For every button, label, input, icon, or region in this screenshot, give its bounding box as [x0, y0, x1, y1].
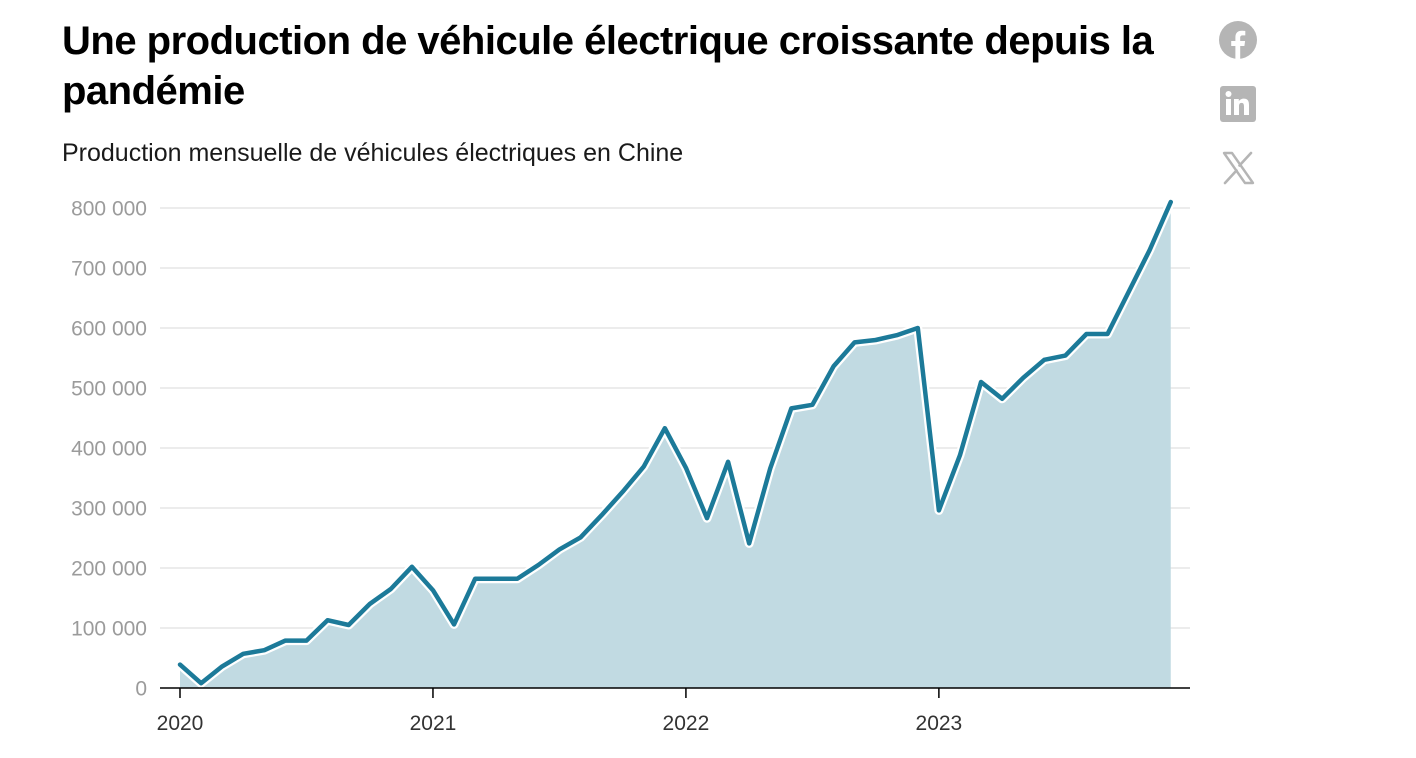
y-tick-label: 300 000 — [71, 498, 147, 521]
y-tick-label: 200 000 — [71, 558, 147, 581]
y-tick-label: 400 000 — [71, 438, 147, 461]
share-bar — [1218, 20, 1258, 212]
linkedin-share-button[interactable] — [1218, 84, 1258, 124]
x-tick-label: 2020 — [157, 712, 204, 735]
facebook-share-button[interactable] — [1218, 20, 1258, 60]
chart-subtitle: Production mensuelle de véhicules électr… — [62, 139, 684, 167]
x-tick-label: 2021 — [410, 712, 457, 735]
x-tick-label: 2023 — [916, 712, 963, 735]
chart-title: Une production de véhicule électrique cr… — [62, 19, 1154, 113]
x-icon — [1222, 151, 1255, 185]
area-fill-layer — [180, 202, 1171, 688]
y-tick-label: 0 — [135, 678, 147, 701]
y-tick-label: 500 000 — [71, 378, 147, 401]
y-axis-labels: 0 100 000 200 000 300 000 400 000 500 000 600 … — [71, 198, 147, 701]
y-tick-label: 700 000 — [71, 258, 147, 281]
linkedin-icon — [1220, 86, 1256, 122]
series-line-layer — [175, 197, 1176, 688]
facebook-icon — [1219, 21, 1257, 59]
y-tick-label: 100 000 — [71, 618, 147, 641]
y-tick-label: 800 000 — [71, 198, 147, 221]
x-tick-label: 2022 — [663, 712, 710, 735]
x-axis-labels: 2020 2021 2022 2023 — [157, 712, 963, 735]
x-axis — [160, 687, 1190, 698]
area-fill — [180, 202, 1171, 688]
series-line — [177, 199, 1174, 686]
y-tick-label: 600 000 — [71, 318, 147, 341]
x-share-button[interactable] — [1218, 148, 1258, 188]
